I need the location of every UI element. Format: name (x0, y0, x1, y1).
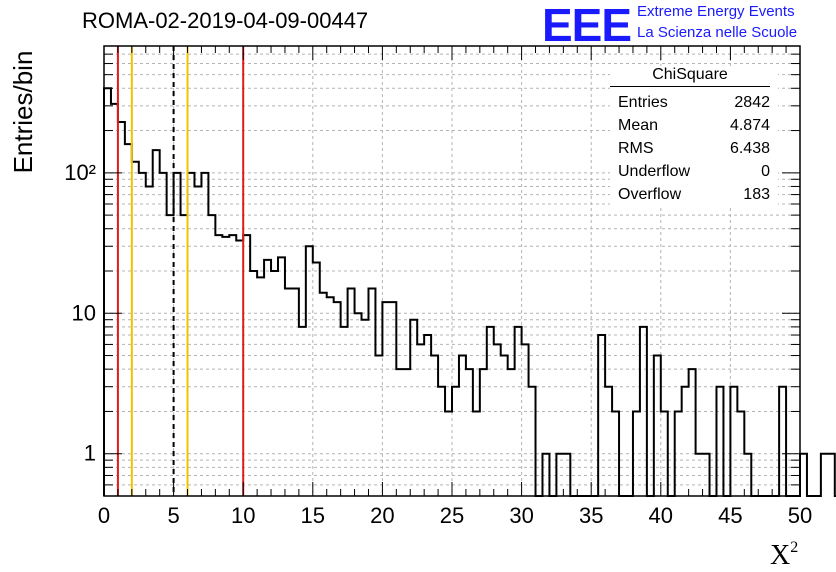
stats-label: Mean (618, 117, 659, 134)
stats-value: 0 (761, 163, 770, 180)
stats-label: RMS (618, 140, 654, 157)
stats-value: 4.874 (729, 117, 770, 134)
x-tick-label: 35 (579, 503, 603, 528)
x-tick-label: 30 (509, 503, 533, 528)
stats-label: Overflow (618, 186, 682, 203)
x-tick-label: 0 (98, 503, 110, 528)
stats-row-mean: Mean 4.874 (610, 114, 778, 137)
stats-row-underflow: Underflow 0 (610, 160, 778, 183)
y-tick-label: 10² (64, 160, 96, 185)
stats-row-overflow: Overflow 183 (610, 183, 778, 206)
stats-value: 183 (743, 186, 770, 203)
y-tick-label: 10 (72, 300, 96, 325)
x-tick-label: 25 (440, 503, 464, 528)
x-tick-label: 50 (788, 503, 812, 528)
stats-title: ChiSquare (610, 66, 770, 87)
x-tick-label: 40 (649, 503, 673, 528)
stats-value: 2842 (734, 94, 770, 111)
eee-logo: EEE (542, 0, 632, 51)
y-axis-label: Entries/bin (8, 51, 38, 174)
x-axis-label: X2 (770, 539, 798, 571)
stats-box: ChiSquare Entries 2842 Mean 4.874 RMS 6.… (610, 66, 778, 206)
stats-label: Entries (618, 94, 668, 111)
chart-title: ROMA-02-2019-04-09-00447 (82, 8, 369, 33)
vertical-marker-lines (116, 46, 245, 496)
logo-line-1: Extreme Energy Events (637, 3, 795, 20)
x-tick-label: 15 (301, 503, 325, 528)
stats-row-rms: RMS 6.438 (610, 137, 778, 160)
x-tick-label: 10 (231, 503, 255, 528)
stats-value: 6.438 (729, 140, 770, 157)
x-tick-label: 20 (370, 503, 394, 528)
x-tick-label: 45 (718, 503, 742, 528)
stats-row-entries: Entries 2842 (610, 91, 778, 114)
logo-line-2: La Scienza nelle Scuole (637, 24, 798, 41)
y-tick-label: 1 (84, 441, 96, 466)
x-tick-label: 5 (167, 503, 179, 528)
axes (103, 45, 801, 497)
stats-label: Underflow (618, 163, 691, 180)
tick-labels: 0 5 10 15 20 25 30 35 40 45 50 1 10 10² (64, 160, 812, 528)
